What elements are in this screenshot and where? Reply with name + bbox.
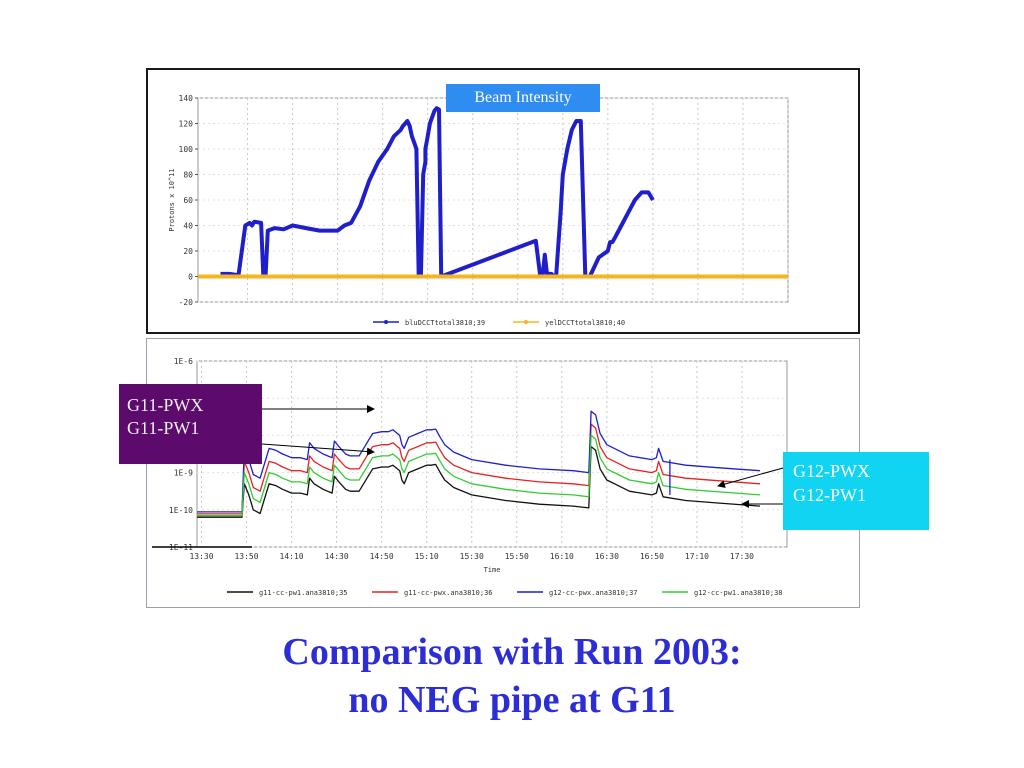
x-tick-label: 15:10	[415, 552, 439, 561]
beam-intensity-badge: Beam Intensity	[446, 84, 600, 112]
legend-label: bluDCCTtotal3810;39	[405, 319, 485, 327]
x-tick-label: 15:30	[460, 552, 484, 561]
x-axis-title: Time	[484, 566, 501, 574]
legend-label: g11-cc-pwx.ana3810;36	[404, 589, 493, 597]
g11-callout: G11-PWX G11-PW1	[119, 384, 262, 464]
x-tick-label: 17:30	[730, 552, 754, 561]
x-tick-label: 13:30	[189, 552, 213, 561]
x-tick-label: 14:50	[370, 552, 394, 561]
y-tick-label: 100	[179, 145, 194, 154]
x-tick-label: 16:30	[595, 552, 619, 561]
y-tick-label: 80	[183, 171, 193, 180]
g12-pw1-label: G12-PW1	[793, 485, 866, 505]
y-tick-label: 40	[183, 222, 193, 231]
g11-pw1-label: G11-PW1	[127, 418, 200, 438]
pressure-line-2	[197, 423, 761, 515]
x-tick-label: 16:10	[550, 552, 574, 561]
y-tick-label: 1E-11	[169, 543, 193, 552]
pressure-panel: 13:30 13:50 14:10 14:30 14:50 15:10 15:30 15:50…	[146, 338, 860, 608]
x-tick-label: 17:10	[685, 552, 709, 561]
slide-title-line-1: Comparison with Run 2003:	[282, 631, 742, 673]
x-tick-label: 14:10	[280, 552, 304, 561]
legend-label: yelDCCTtotal3810;40	[545, 319, 625, 327]
x-tick-label: 14:30	[325, 552, 349, 561]
legend-label: g12-cc-pw1.ana3810;38	[694, 589, 783, 597]
y-tick-label: 140	[179, 94, 194, 103]
legend-label: g11-cc-pw1.ana3810;35	[259, 589, 348, 597]
g12-callout: G12-PWX G12-PW1	[783, 452, 929, 530]
pressure-line-1	[197, 445, 761, 518]
legend-label: g12-cc-pwx.ana3810;37	[549, 589, 638, 597]
x-tick-label: 13:50	[234, 552, 258, 561]
pressure-chart: 13:30 13:50 14:10 14:30 14:50 15:10 15:30 15:50…	[169, 357, 788, 597]
y-tick-label: 120	[179, 120, 194, 129]
y-tick-label: 60	[183, 196, 193, 205]
y-tick-label: 1E-10	[169, 506, 193, 515]
plot-area	[196, 360, 788, 548]
slide-title: Comparison with Run 2003: no NEG pipe at…	[0, 628, 1024, 724]
y-tick-label: 0	[188, 273, 193, 282]
g11-pwx-label: G11-PWX	[127, 395, 204, 415]
y-tick-label: -20	[179, 298, 194, 307]
y-tick-label: 1E-6	[174, 357, 193, 366]
x-tick-label: 15:50	[505, 552, 529, 561]
legend-marker	[524, 320, 528, 324]
g12-pwx-label: G12-PWX	[793, 461, 870, 481]
y-tick-label: 1E-9	[174, 469, 193, 478]
pressure-line-4	[197, 434, 761, 517]
beam-intensity-panel: -20 0 20 40 60 80 100 120 140 Protons x 10^11 bluD…	[146, 68, 860, 334]
slide-title-line-2: no NEG pipe at G11	[348, 679, 676, 721]
y-tick-label: 20	[183, 247, 193, 256]
y-axis-title: Protons x 10^11	[168, 168, 176, 231]
x-tick-label: 16:50	[640, 552, 664, 561]
legend-marker	[384, 320, 388, 324]
beam-intensity-chart: -20 0 20 40 60 80 100 120 140 Protons x 10^11 bluD…	[168, 94, 789, 327]
pressure-line-3	[197, 410, 761, 513]
